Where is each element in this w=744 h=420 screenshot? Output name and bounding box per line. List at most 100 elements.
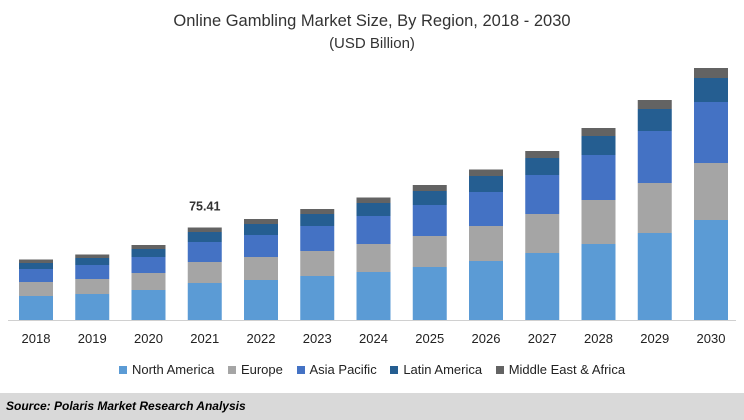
bar-segment: [244, 224, 278, 235]
bar-segment: [131, 273, 166, 290]
bar-segment: [75, 258, 110, 265]
bar-segment: [694, 220, 728, 320]
bar-segment: [244, 280, 278, 320]
x-tick-label: 2019: [78, 331, 107, 346]
bar-segment: [469, 176, 503, 192]
bar-segment: [694, 163, 728, 220]
x-tick-label: 2030: [697, 331, 726, 346]
bar-segment: [19, 269, 53, 282]
bar-segment: [637, 233, 672, 320]
x-tick-label: 2020: [134, 331, 163, 346]
bar-segment: [637, 183, 672, 233]
chart-subtitle: (USD Billion): [329, 35, 415, 52]
legend-swatch: [118, 366, 127, 374]
legend-swatch: [495, 366, 504, 374]
source-footer: Source: Polaris Market Research Analysis: [0, 393, 744, 420]
x-tick-label: 2027: [528, 331, 557, 346]
x-tick-label: 2026: [472, 331, 501, 346]
bar-segment: [525, 158, 560, 175]
bar-segment: [244, 235, 278, 257]
bar-segment: [187, 232, 222, 242]
x-tick-label: 2022: [247, 331, 276, 346]
bar-segment: [75, 254, 110, 258]
bar-segment: [469, 261, 503, 320]
legend-swatch: [227, 366, 236, 374]
bar-segment: [412, 185, 447, 191]
bar-segment: [637, 109, 672, 131]
legend-swatch: [296, 366, 305, 374]
x-tick-label: 2018: [22, 331, 51, 346]
legend-swatch: [390, 366, 399, 374]
bar-segment: [412, 236, 447, 267]
bar-segment: [131, 257, 166, 273]
legend-label: Europe: [240, 362, 283, 377]
bar-segment: [694, 102, 728, 163]
x-tick-label: 2021: [190, 331, 219, 346]
x-tick-label: 2025: [415, 331, 444, 346]
bar-segment: [131, 249, 166, 257]
bar-segment: [187, 227, 222, 232]
legend-item-north-america: North America: [118, 362, 215, 377]
bar-segment: [131, 290, 166, 320]
bar-segment: [19, 296, 53, 320]
legend-label: Asia Pacific: [309, 362, 377, 377]
source-text: Source: Polaris Market Research Analysis: [6, 399, 246, 413]
x-tick-label: 2028: [584, 331, 613, 346]
bar-segment: [244, 257, 278, 280]
x-tick-label: 2023: [303, 331, 332, 346]
bar-segment: [75, 279, 110, 294]
bar-segment: [637, 131, 672, 183]
bar-segment: [75, 294, 110, 320]
bar-segment: [525, 253, 560, 320]
x-tick-label: 2029: [640, 331, 669, 346]
bar-segment: [187, 283, 222, 320]
bar-segment: [300, 276, 335, 320]
chart-title: Online Gambling Market Size, By Region, …: [173, 12, 571, 30]
bar-segment: [244, 219, 278, 224]
bar-segment: [300, 226, 335, 251]
bar-segment: [300, 214, 335, 226]
bar-segment: [469, 226, 503, 261]
legend-item-asia-pacific: Asia Pacific: [296, 362, 377, 377]
bar-segment: [581, 136, 616, 155]
bar-segment: [300, 251, 335, 276]
bar-segment: [75, 265, 110, 279]
bar-segment: [187, 262, 222, 283]
bar-segment: [131, 245, 166, 249]
bar-segment: [300, 209, 335, 214]
legend-label: North America: [131, 362, 215, 377]
bar-segment: [412, 191, 447, 205]
chart-legend: North America Europe Asia Pacific Latin …: [0, 362, 744, 377]
legend-label: Latin America: [403, 362, 483, 377]
bar-segment: [356, 197, 391, 203]
bar-segment: [581, 200, 616, 244]
bar-segment: [525, 214, 560, 253]
bar-segment: [356, 203, 391, 216]
data-label: 75.41: [189, 200, 220, 214]
legend-item-middle-east-africa: Middle East & Africa: [495, 362, 626, 377]
bar-segment: [356, 244, 391, 272]
bar-segment: [694, 78, 728, 102]
bar-segment: [525, 175, 560, 214]
stacked-bar-chart: 2018 2019 2020 2021 75.41 2022 2023 2024 2025 202…: [8, 68, 736, 346]
bar-segment: [694, 68, 728, 78]
legend-item-latin-america: Latin America: [390, 362, 482, 377]
x-tick-label: 2024: [359, 331, 388, 346]
bar-segment: [412, 267, 447, 320]
bar-segment: [19, 282, 53, 296]
legend-label: Middle East & Africa: [508, 362, 626, 377]
bar-segment: [19, 259, 53, 263]
bar-segment: [581, 128, 616, 136]
bar-segment: [356, 272, 391, 320]
bar-segment: [525, 151, 560, 158]
bar-segment: [581, 244, 616, 320]
bar-segment: [581, 155, 616, 200]
bar-segment: [469, 192, 503, 226]
bar-segment: [412, 205, 447, 236]
bar-segment: [356, 216, 391, 244]
bar-segment: [469, 169, 503, 176]
bar-segment: [19, 263, 53, 269]
bar-segment: [637, 100, 672, 109]
legend-item-europe: Europe: [227, 362, 283, 377]
bar-segment: [187, 242, 222, 262]
